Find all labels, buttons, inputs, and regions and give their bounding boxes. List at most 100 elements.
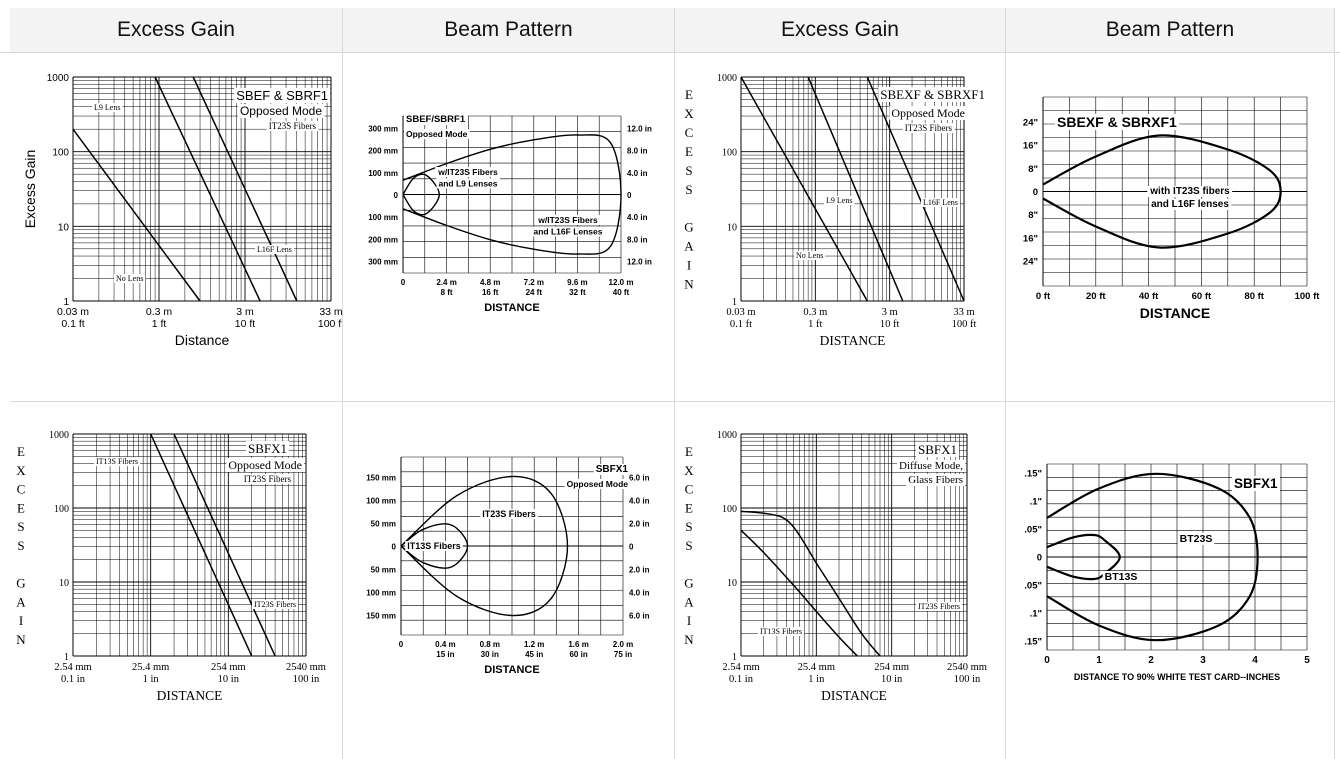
x-tick-label-metric: 0.3 m (803, 307, 827, 318)
header-excess-gain-1: Excess Gain (10, 8, 343, 52)
y-axis-label-letter: S (685, 163, 692, 178)
series-it13s-fibers (400, 523, 469, 569)
beam-pattern-chart-sbexf: 24" 16" 8" 0 8" 16" 24" 0 ft 20 ft 40 ft 60 ft 80 f… (1006, 53, 1335, 402)
x-tick-label-imperial: 0.1 ft (730, 319, 752, 330)
x-tick-label-metric: 0.3 m (146, 306, 173, 318)
x-axis-label: DISTANCE (484, 302, 539, 314)
curve-label-line: with IT23S fibers (1149, 186, 1230, 197)
y-tick-label: 16" (1023, 233, 1038, 244)
y-tick-label: .15" (1024, 469, 1042, 480)
y-tick-label: .15" (1024, 637, 1042, 648)
header-beam-pattern-2: Beam Pattern (1006, 8, 1335, 52)
x-tick-label-imperial: 100 in (293, 674, 320, 685)
x-tick-label-metric: 4.8 m (480, 278, 500, 287)
y-tick-label: 8" (1028, 164, 1038, 175)
x-tick-label-metric: 33 m (953, 307, 974, 318)
header-divider (0, 52, 1340, 53)
label-bg (564, 479, 631, 489)
y-axis-label-letter: N (16, 632, 26, 647)
y-tick-label: 0 (1033, 187, 1038, 198)
y-axis-label-letter: C (685, 482, 694, 497)
y-tick-label: 24" (1023, 118, 1038, 129)
x-tick-label-imperial: 1 in (808, 674, 825, 685)
y-axis-label-letter: S (685, 519, 692, 534)
label-bg (531, 226, 605, 237)
x-tick-label-imperial: 10 in (881, 674, 903, 685)
x-tick-label-metric: 7.2 m (524, 278, 544, 287)
cell-eg4-svg: 1000 100 10 12.54 mm 25.4 mm 254 mm 2540 mm 0.1… (684, 430, 987, 703)
curve-label-it23s-fibers: IT23S Fibers (254, 600, 296, 609)
excess-gain-chart-sbexf: 1000 100 10 1 0.03 m 0.3 m 3 m 33 m 0.1 ft 1 ft 10… (675, 53, 1006, 402)
y-tick-label: 150 mm (366, 474, 396, 483)
x-axis-label: DISTANCE (1140, 305, 1211, 321)
series-bt13s (1046, 533, 1121, 581)
y-axis-label-letter: C (17, 482, 26, 497)
y-axis-label-letter: I (687, 258, 691, 273)
curve-label-l9-lens: L9 Lens (826, 196, 852, 205)
label-bg (794, 251, 826, 260)
x-tick-label-imperial: 0.1 ft (61, 318, 84, 330)
label-bg (535, 215, 601, 225)
chart-title-line-2: Opposed Mode (891, 106, 965, 120)
x-tick-label-metric: 3 m (882, 307, 898, 318)
curve-label-line: BT23S (1180, 533, 1213, 545)
chart-title-line-1: SBFX1 (596, 464, 629, 475)
y-tick-label-right: 0 (629, 543, 634, 552)
y-axis-label-letter: X (684, 463, 694, 478)
y-tick-label-right: 6.0 in (629, 612, 650, 621)
curve-label-line: w/IT23S Fibers (537, 215, 598, 225)
chart-title-line-2: Opposed Mode (240, 104, 322, 118)
y-tick-label-right: 2.0 in (629, 520, 650, 529)
y-tick-label-right: 4.0 in (629, 497, 650, 506)
label-bg (1232, 476, 1281, 491)
curve-label-line: and L16F Lenses (534, 227, 603, 237)
y-axis-label-letter: I (19, 613, 23, 628)
chart-title-line-3: IT23S Fibers (244, 474, 292, 484)
chart-title-line-1: SBFX1 (1234, 476, 1278, 491)
y-axis-label-letter: S (685, 538, 692, 553)
y-tick-label: 10 (727, 578, 737, 589)
x-tick-label-metric: 3 m (236, 306, 254, 318)
x-tick-label-metric: 25.4 mm (132, 662, 169, 673)
y-tick-label-right: 8.0 in (627, 235, 648, 244)
x-tick-label-imperial: 8 ft (441, 288, 453, 297)
curve-label-line: and L16F lenses (1151, 199, 1229, 210)
x-tick-label-metric: 2.4 m (436, 278, 456, 287)
label-bg (906, 474, 965, 486)
y-axis-label-letter: C (685, 125, 694, 140)
y-tick-label-right: 2.0 in (629, 566, 650, 575)
y-tick-label: 24" (1023, 257, 1038, 268)
y-tick-label: 300 mm (368, 258, 398, 267)
y-axis-label-letter: E (685, 444, 693, 459)
header-excess-gain-2: Excess Gain (675, 8, 1006, 52)
x-tick-label: 80 ft (1244, 291, 1264, 302)
y-tick-label: 0 (1037, 553, 1042, 564)
x-tick-label: 60 ft (1192, 291, 1212, 302)
label-bg (878, 87, 987, 102)
y-axis-label-letter: E (685, 144, 693, 159)
label-bg (824, 196, 855, 205)
x-tick-label-metric: 33 m (319, 306, 342, 318)
chart-title-line-1: SBEF & SBRF1 (236, 88, 328, 103)
y-axis-label: Excess Gain (22, 150, 38, 229)
label-bg (252, 600, 298, 609)
y-tick-label: 200 mm (368, 147, 398, 156)
cell-bp1-svg: 300 mm 200 mm 100 mm 0 100 mm 200 mm 300 mm 12.… (368, 114, 652, 314)
x-tick-label-imperial: 1 ft (152, 318, 167, 330)
y-tick-label: 8" (1028, 210, 1038, 221)
x-tick-label-imperial: 10 ft (235, 318, 256, 330)
y-tick-label: .1" (1030, 609, 1042, 620)
x-tick-label-metric: 2.54 mm (54, 662, 91, 673)
x-tick-label-imperial: 40 ft (613, 288, 630, 297)
series-it23s-fibers (400, 475, 569, 617)
series-w-it23s-fibers-and-l9-lenses (402, 173, 441, 216)
label-bg (916, 602, 962, 611)
curve-label-it23s-fibers: IT23S Fibers (918, 602, 960, 611)
y-tick-label-right: 4.0 in (627, 213, 648, 222)
series-no-lens (72, 128, 201, 302)
y-tick-label-right: 12.0 in (627, 258, 652, 267)
beam-pattern-chart-sbfx1-diffuse: .15" .1" .05" 0.05" .1" .15" 0 1 2 3 4 5 DISTANCE TO… (1006, 402, 1335, 759)
label-bg (435, 167, 501, 177)
x-tick-label: 100 ft (1295, 291, 1321, 302)
x-tick-label: 3 (1200, 655, 1206, 666)
